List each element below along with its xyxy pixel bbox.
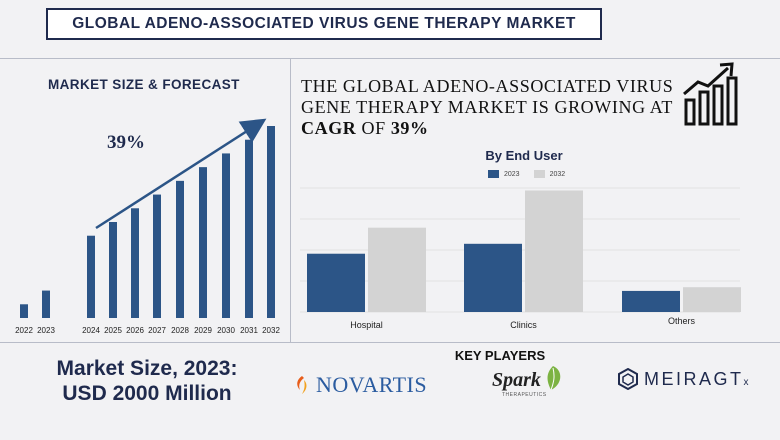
market-size-line-1: Market Size, 2023:	[56, 357, 238, 380]
novartis-logo-icon	[297, 376, 307, 394]
headline-line-1: THE GLOBAL ADENO-ASSOCIATED VIRUS	[301, 76, 674, 96]
market-size: Market Size, 2023: USD 2000 Million	[22, 356, 272, 406]
spark-leaf-icon	[547, 366, 561, 391]
forecast-cagr-label: 39%	[107, 132, 145, 153]
headline-line-2: GENE THERAPY MARKET IS GROWING AT	[301, 97, 673, 117]
forecast-tick-2031: 2031	[240, 326, 258, 335]
end-user-label-clinics: Clinics	[510, 320, 537, 330]
forecast-tick-2022: 2022	[15, 326, 33, 335]
forecast-bar-2031	[245, 139, 253, 318]
meira-logo: MEIRAGTx	[618, 368, 749, 390]
spark-name: Spark	[492, 369, 541, 391]
forecast-heading: MARKET SIZE & FORECAST	[48, 77, 240, 92]
end-user-heading: By End User	[485, 148, 563, 163]
meira-name-sub: x	[743, 376, 749, 388]
end-user-chart: Hospital Clinics Others	[300, 187, 741, 330]
forecast-bar-2025	[109, 222, 117, 318]
spark-logo: Spark THERAPEUTICS	[492, 364, 563, 398]
forecast-tick-2028: 2028	[171, 326, 189, 335]
forecast-bar-2023	[42, 290, 50, 318]
novartis-logo: NOVARTIS	[292, 372, 427, 398]
legend-label-2032: 2032	[549, 170, 566, 178]
divider-top	[0, 58, 780, 59]
divider-bottom	[0, 342, 780, 343]
legend-label-2023: 2023	[504, 170, 520, 178]
forecast-bar-2022	[20, 304, 28, 318]
end-user-bar-clinics-2023	[464, 243, 522, 312]
forecast-tick-2026: 2026	[126, 326, 144, 335]
meira-name: MEIRAGTx	[644, 369, 749, 390]
growth-chart-icon	[683, 62, 738, 126]
end-user-bar-others-2032	[683, 287, 741, 312]
forecast-tick-2027: 2027	[148, 326, 166, 335]
forecast-bar-2027	[153, 194, 161, 318]
legend-item-2023: 2023	[488, 170, 520, 178]
forecast-chart: 2022 2023 2024 2025 2026 2027 2028 2029 2030 2031…	[15, 118, 280, 335]
novartis-name: NOVARTIS	[316, 372, 428, 397]
market-size-line-2: USD 2000 Million	[62, 382, 232, 405]
growth-arrow	[95, 118, 267, 230]
forecast-bar-2030	[222, 153, 230, 318]
forecast-bar-2032	[267, 126, 275, 318]
forecast-tick-2023: 2023	[37, 326, 55, 335]
headline: THE GLOBAL ADENO-ASSOCIATED VIRUS GENE T…	[301, 76, 681, 139]
forecast-tick-2024: 2024	[82, 326, 100, 335]
meira-name-main: MEIRAGT	[644, 368, 744, 389]
end-user-bar-others-2023	[622, 290, 680, 312]
meira-cube-icon	[618, 368, 638, 390]
forecast-tick-2025: 2025	[104, 326, 122, 335]
page-title: GLOBAL ADENO-ASSOCIATED VIRUS GENE THERA…	[46, 8, 602, 40]
headline-of-word: OF	[356, 118, 391, 138]
forecast-bar-2026	[131, 208, 139, 318]
end-user-bar-hospital-2032	[368, 227, 426, 312]
legend-swatch-2023	[488, 170, 499, 178]
spark-subtitle: THERAPEUTICS	[502, 392, 547, 398]
headline-cagr-value: 39%	[390, 118, 429, 138]
end-user-label-hospital: Hospital	[350, 320, 383, 330]
headline-cagr-word: CAGR	[301, 118, 357, 138]
forecast-tick-2030: 2030	[217, 326, 235, 335]
forecast-tick-2029: 2029	[194, 326, 212, 335]
end-user-bar-hospital-2023	[307, 253, 365, 312]
divider-left-chart	[290, 58, 291, 342]
legend-item-2032: 2032	[533, 170, 566, 178]
key-players-heading: KEY PLAYERS	[454, 348, 546, 363]
forecast-bar-2029	[199, 167, 207, 318]
forecast-bar-2028	[176, 180, 184, 318]
end-user-bar-clinics-2032	[525, 190, 583, 312]
legend-swatch-2032	[533, 170, 545, 178]
forecast-tick-2032: 2032	[262, 326, 280, 335]
end-user-legend: 2023 2032	[488, 170, 565, 178]
forecast-bar-2024	[87, 235, 95, 318]
end-user-label-others: Others	[668, 316, 696, 326]
